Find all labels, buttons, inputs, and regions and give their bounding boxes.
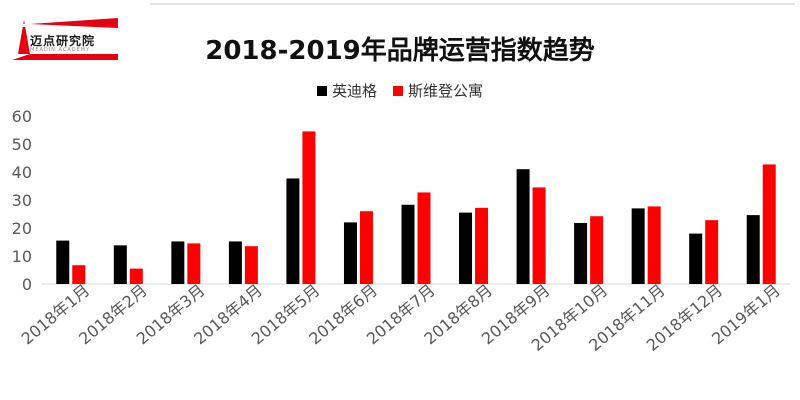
bar-series-2 (762, 164, 776, 284)
top-divider-line (150, 3, 795, 5)
logo-tagline: MEADIN ACADEMY (30, 47, 91, 53)
bar-series-1 (113, 245, 127, 284)
legend-swatch-series-1 (316, 85, 327, 96)
bar-series-1 (343, 222, 357, 284)
chart-title: 2018-2019年品牌运营指数趋势 (205, 36, 595, 66)
bar-series-1 (631, 208, 645, 284)
bar-series-1 (171, 241, 185, 284)
y-tick-label: 10 (12, 247, 32, 266)
bar-series-2 (187, 243, 201, 284)
chart-legend: 英迪格 斯维登公寓 (0, 80, 800, 101)
bar-series-2 (359, 211, 373, 284)
bar-series-1 (56, 240, 70, 284)
meadin-logo (12, 18, 118, 60)
bar-series-1 (746, 215, 760, 284)
legend-label-series-2: 斯维登公寓 (408, 82, 484, 100)
y-tick-label: 30 (12, 191, 32, 210)
bar-series-2 (244, 246, 258, 284)
y-tick-label: 60 (12, 107, 32, 126)
bar-series-1 (228, 241, 242, 284)
bar-series-2 (129, 268, 143, 284)
bar-series-2 (647, 206, 661, 284)
bar-series-1 (286, 178, 300, 284)
bar-series-2 (475, 207, 489, 284)
bar-series-1 (574, 222, 588, 284)
y-tick-label: 50 (12, 135, 32, 154)
y-tick-label: 20 (12, 219, 32, 238)
bar-series-1 (689, 233, 703, 284)
bar-series-1 (459, 212, 473, 284)
legend-swatch-series-2 (393, 85, 403, 96)
y-tick-label: 0 (22, 275, 32, 294)
y-tick-label: 40 (12, 163, 32, 182)
bar-series-2 (590, 216, 604, 284)
legend-item-series-2: 斯维登公寓 (393, 80, 483, 101)
bar-series-2 (302, 131, 316, 284)
bar-series-2 (705, 220, 719, 284)
bar-series-1 (516, 169, 530, 284)
bar-series-2 (72, 265, 86, 284)
legend-label-series-1: 英迪格 (331, 82, 377, 100)
logo-name: 迈点研究院 (30, 34, 96, 48)
bar-series-2 (417, 192, 431, 284)
bar-series-1 (401, 204, 415, 284)
bar-series-2 (532, 187, 546, 284)
legend-item-series-1: 英迪格 (316, 80, 377, 101)
